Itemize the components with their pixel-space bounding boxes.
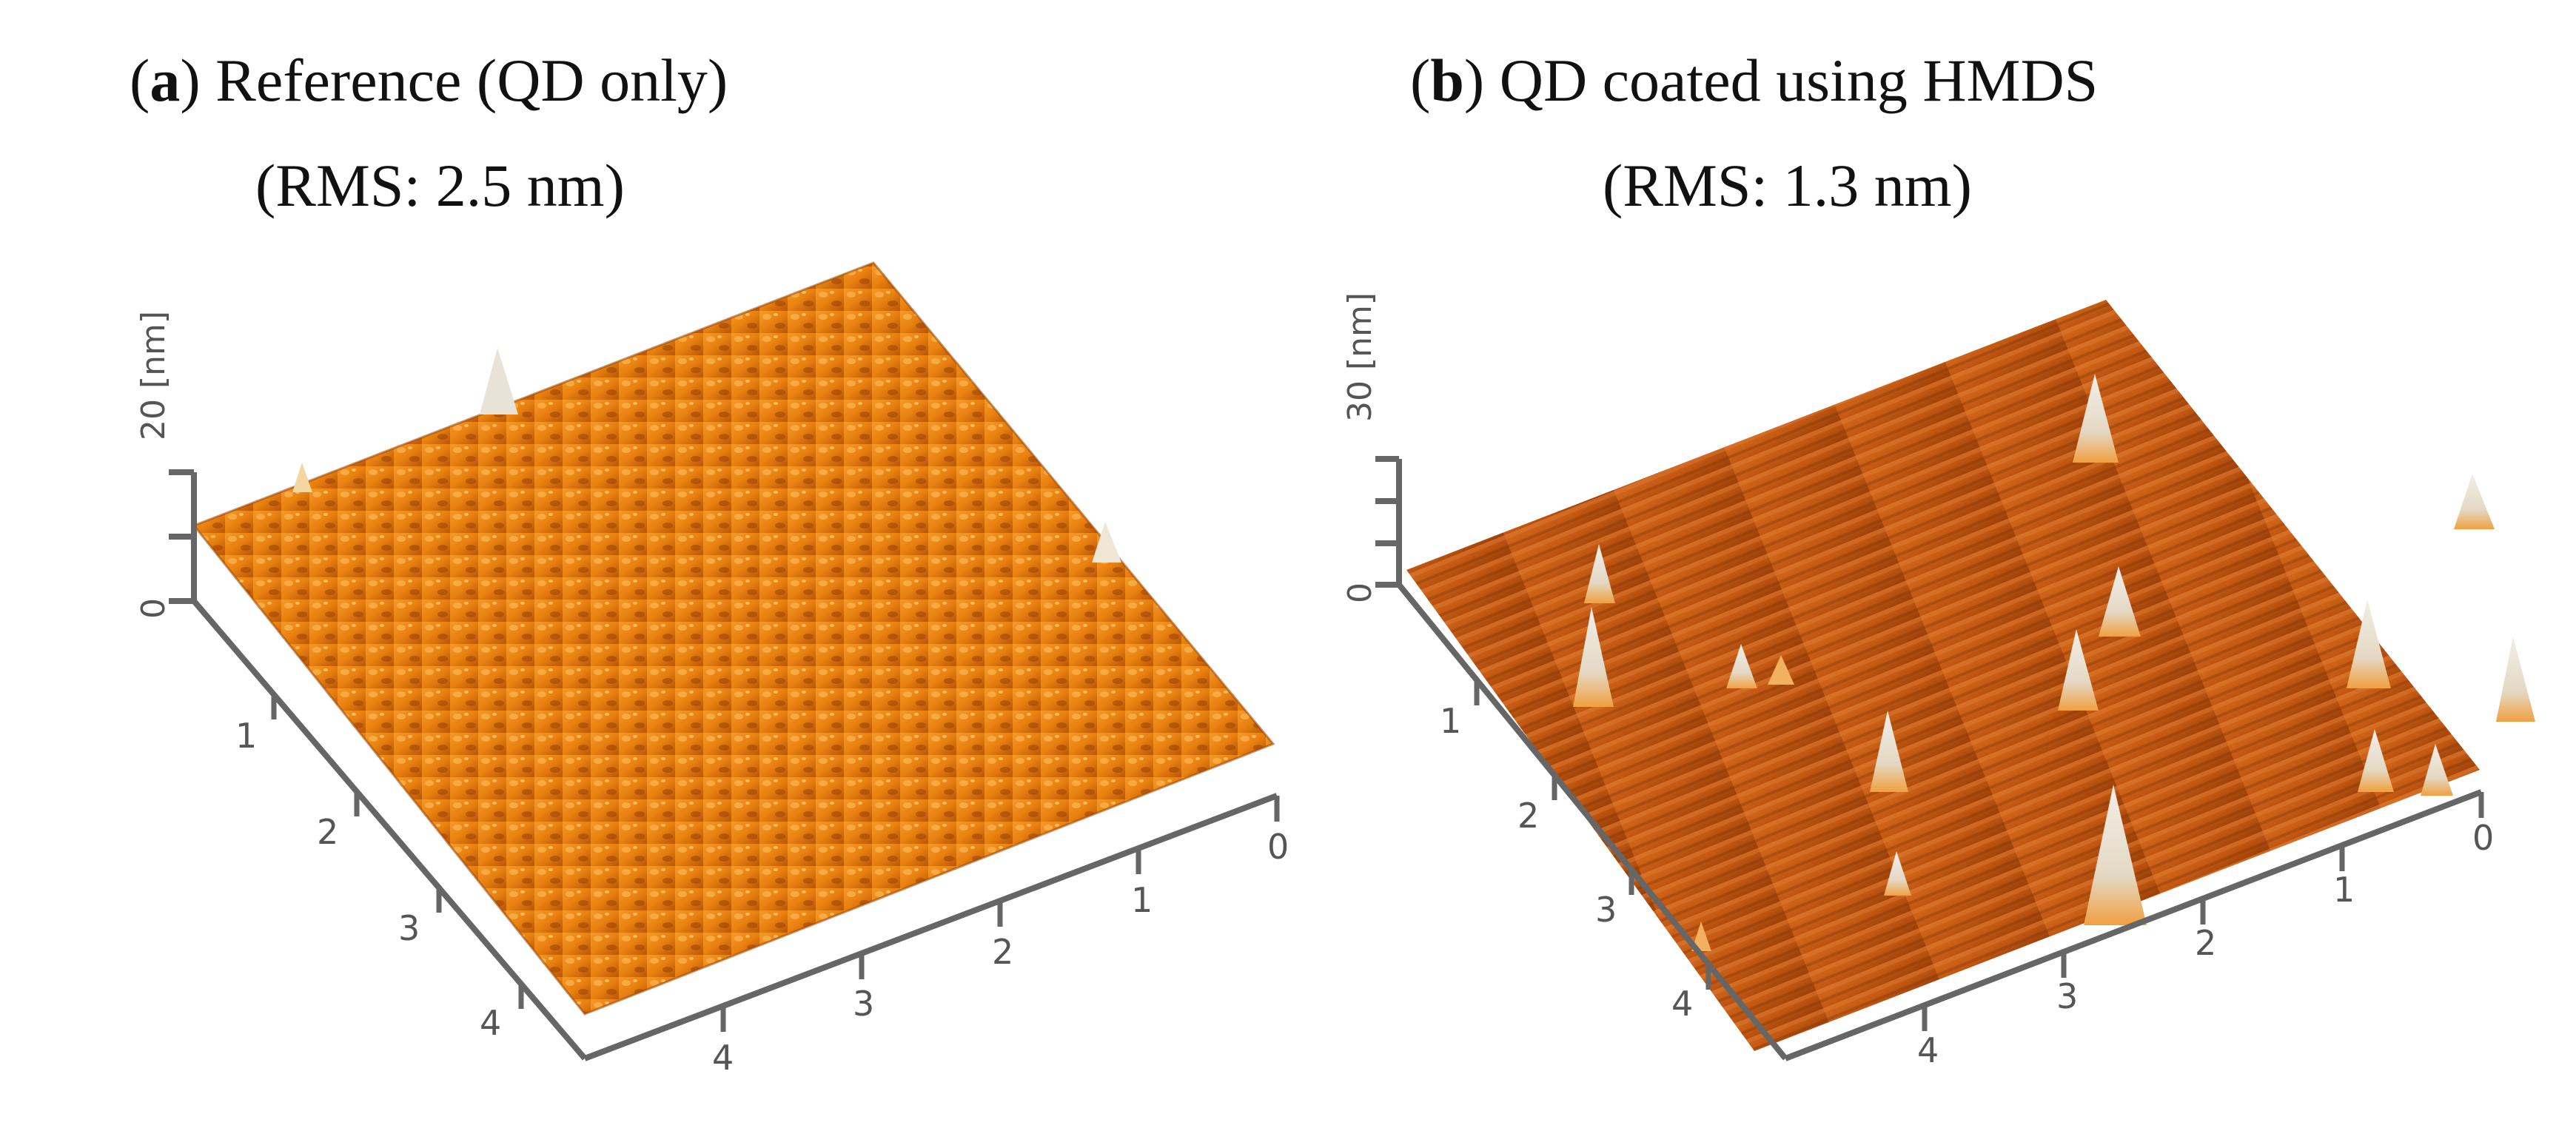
panel-b-rms: (RMS: 1.3 nm): [1603, 152, 1972, 219]
x-ticks-a: [720, 796, 1280, 1032]
panel-b-letter: b: [1430, 47, 1464, 114]
x-tick-0-b: 0: [2472, 818, 2494, 858]
z-axis-label-a: 20 [nm]: [135, 311, 172, 440]
afm-plot-a: 20 [nm] 0 1 2 3 4 0 1 2 3 4: [135, 261, 1288, 1078]
panel-a-letter: a: [150, 47, 181, 114]
y-tick-1-a: 1: [235, 716, 257, 756]
panel-b-title: (b) QD coated using HMDS: [1410, 47, 2099, 114]
y-tick-2-a: 2: [317, 812, 338, 852]
surface-b: [1406, 300, 2480, 1051]
x-tick-0-a: 0: [1267, 827, 1288, 867]
z-axis-label-b: 30 [nm]: [1341, 292, 1379, 422]
x-tick-2-a: 2: [992, 932, 1013, 972]
surface-a: [194, 263, 1273, 1014]
x-tick-1-a: 1: [1131, 880, 1153, 920]
x-tick-4-a: 4: [712, 1038, 734, 1078]
z-axis-a: [169, 469, 197, 604]
y-tick-1-b: 1: [1440, 701, 1461, 741]
y-tick-4-a: 4: [480, 1003, 501, 1043]
panel-a: (a) Reference (QD only) (RMS: 2.5 nm): [130, 47, 1288, 1078]
peaks-b: [1573, 374, 2535, 951]
x-axis-b: [1784, 789, 2483, 1061]
y-ticks-a: [271, 694, 524, 1009]
y-axis-b: [1396, 583, 1788, 1061]
y-ticks-b: [1474, 680, 1711, 990]
panel-a-title: (a) Reference (QD only): [130, 47, 728, 114]
y-axis-a: [191, 599, 588, 1061]
x-tick-3-b: 3: [2056, 976, 2078, 1016]
panel-b: (b) QD coated using HMDS (RMS: 1.3 nm): [1288, 0, 2576, 1131]
z-axis-zero-a: 0: [135, 598, 172, 619]
x-tick-4-b: 4: [1917, 1030, 1939, 1070]
y-tick-2-b: 2: [1517, 796, 1539, 836]
afm-plot-b: 30 [nm] 0 1 2 3 4 0 1 2 3 4: [1341, 292, 2535, 1070]
x-ticks-b: [1922, 792, 2484, 1031]
y-tick-3-a: 3: [398, 908, 420, 948]
y-tick-4-b: 4: [1671, 984, 1693, 1024]
panel-a-rms: (RMS: 2.5 nm): [255, 152, 625, 219]
peak-a: [480, 348, 518, 415]
x-tick-2-b: 2: [2195, 923, 2216, 963]
z-axis-zero-b: 0: [1341, 583, 1379, 603]
y-tick-3-b: 3: [1595, 890, 1617, 930]
x-tick-1-b: 1: [2333, 870, 2355, 910]
x-axis-a: [583, 793, 1278, 1061]
z-axis-b: [1375, 456, 1402, 588]
x-tick-3-a: 3: [853, 984, 874, 1024]
